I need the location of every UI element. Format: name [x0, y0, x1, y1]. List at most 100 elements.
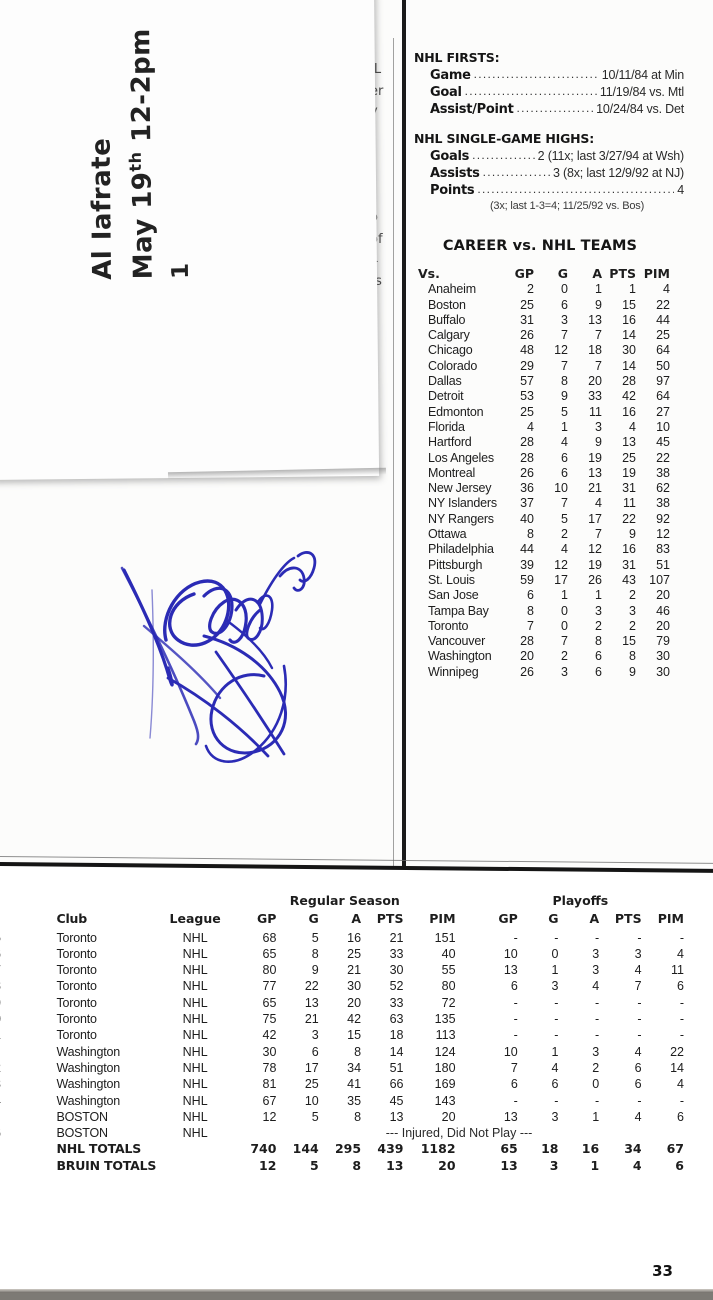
po-gp-cell: - — [513, 1093, 518, 1108]
season-row: 8 Toronto NHL 77 22 30 52 80 6 3 4 7 6 — [0, 978, 684, 994]
career-cell-pts: 28 — [622, 374, 636, 389]
reg-gp-header: GP — [257, 911, 277, 927]
league-cell: NHL — [182, 930, 208, 945]
career-cell-gp: 39 — [520, 557, 534, 572]
career-cell-g: 4 — [561, 542, 568, 557]
career-cell-g: 8 — [561, 374, 568, 389]
totals-po-g: 3 — [549, 1157, 559, 1173]
season-cell — [0, 1044, 16, 1060]
career-cell-team: Chicago — [428, 343, 473, 358]
reg-g-cell: 21 — [304, 1012, 319, 1027]
career-cell-pts: 9 — [629, 527, 636, 542]
career-cell-team: NY Islanders — [428, 496, 497, 511]
card-date-ordinal: th — [125, 151, 145, 172]
season-row: 4 Washington NHL 67 10 35 45 143 - - - - - — [0, 1093, 684, 1109]
career-cell-a: 17 — [588, 511, 602, 526]
po-pts-cell: 4 — [634, 1109, 642, 1124]
single-game-high-row: Points .................................… — [414, 182, 684, 199]
career-cell-pim: 12 — [656, 527, 670, 542]
reg-pim-cell: 113 — [435, 1028, 456, 1043]
gap-cell — [456, 978, 477, 994]
career-col-pim: PIM — [643, 266, 670, 281]
career-cell-a: 3 — [595, 603, 602, 618]
career-cell-g: 0 — [561, 618, 568, 633]
career-cell-a: 11 — [589, 404, 602, 419]
gap-cell — [456, 930, 477, 946]
reg-pts-cell: 21 — [389, 930, 404, 945]
totals-reg-gp: 12 — [259, 1157, 277, 1173]
career-cell-pim: 64 — [656, 389, 670, 404]
career-cell-gp: 59 — [520, 572, 534, 587]
career-cell-pim: 44 — [656, 312, 670, 327]
career-cell-team: Toronto — [428, 618, 469, 633]
po-pts-header: PTS — [614, 911, 642, 927]
career-cell-g: 7 — [561, 328, 568, 343]
reg-a-cell: 21 — [347, 963, 362, 978]
career-cell-pts: 25 — [622, 450, 636, 465]
reg-pim-header: PIM — [429, 911, 456, 927]
po-pts-cell: 6 — [634, 1060, 642, 1075]
career-cell-pts: 8 — [629, 649, 636, 664]
totals-label: BRUIN TOTALS — [56, 1157, 157, 1173]
totals-po-a: 1 — [590, 1157, 600, 1173]
reg-g-header: G — [308, 911, 319, 927]
reg-pim-cell: 124 — [434, 1044, 456, 1059]
season-row: 3WashingtonNHL8125416616966064 — [0, 1076, 684, 1092]
totals-po-pts: 34 — [624, 1141, 642, 1157]
po-pim-cell: - — [679, 1093, 684, 1108]
reg-a-cell: 8 — [354, 1044, 362, 1059]
career-cell-team: Tampa Bay — [428, 603, 489, 618]
reg-pim-cell: 40 — [441, 946, 456, 961]
reg-g-cell: 6 — [311, 1044, 319, 1059]
card-date-time: May 19th 12-2pm — [117, 27, 160, 279]
po-pim-cell: 6 — [677, 1109, 684, 1124]
leader-dots: ........................................… — [473, 67, 599, 81]
league-cell: NHL — [182, 1044, 208, 1059]
career-cell-g: 7 — [561, 496, 568, 511]
reg-gp-cell: 65 — [262, 946, 277, 961]
career-table-row: NY Rangers 40 5 17 22 92 — [418, 512, 670, 527]
totals-reg-pts: 13 — [386, 1157, 404, 1173]
career-cell-team: New Jersey — [428, 481, 492, 496]
season-cell: 9 — [0, 995, 16, 1011]
career-cell-g: 0 — [561, 282, 568, 297]
league-cell: NHL — [182, 1012, 208, 1027]
club-cell: Washington — [56, 1044, 121, 1059]
po-a-cell: - — [595, 1093, 600, 1108]
po-g-cell: 4 — [551, 1060, 559, 1075]
totals-row: BRUIN TOTALS 12 5 8 13 20 13 3 1 4 6 — [0, 1158, 684, 1174]
po-pim-cell: - — [679, 1028, 684, 1043]
po-pim-cell: - — [679, 995, 684, 1010]
reg-a-cell: 25 — [347, 946, 362, 961]
reg-a-header: A — [351, 911, 362, 927]
po-a-cell: - — [595, 1028, 600, 1043]
season-cell: 7 — [0, 962, 16, 978]
page-number: 33 — [652, 1262, 673, 1280]
po-pts-cell: - — [637, 930, 642, 945]
career-cell-a: 2 — [595, 618, 602, 633]
season-cell: 0 — [0, 1011, 16, 1027]
career-cell-a: 19 — [588, 557, 602, 572]
card-date: May 19 — [127, 171, 159, 280]
reg-g-cell: 13 — [304, 995, 319, 1010]
career-cell-team: Dallas — [428, 374, 462, 389]
career-cell-pim: 51 — [656, 557, 670, 572]
season-cell: 1 — [0, 1027, 16, 1043]
season-row: 5 Toronto NHL 68 5 16 21 151 - - - - - — [0, 930, 684, 946]
po-pim-cell: - — [679, 930, 684, 945]
league-cell: NHL — [182, 1028, 208, 1043]
po-gp-cell: 7 — [510, 1060, 518, 1075]
po-gp-cell: - — [513, 995, 518, 1010]
club-cell: Washington — [56, 1060, 121, 1075]
career-cell-pts: 3 — [629, 603, 636, 618]
right-column: NHL FIRSTS: Game .......................… — [414, 50, 684, 680]
reg-pim-cell: 80 — [441, 979, 456, 994]
po-pim-cell: 22 — [670, 1044, 684, 1059]
po-g-cell: 3 — [551, 1109, 559, 1124]
nhl-firsts-value: 10/24/84 vs. Det — [596, 102, 684, 116]
po-pim-cell: 4 — [677, 946, 684, 961]
single-game-high-value: 2 (11x; last 3/27/94 at Wsh) — [537, 149, 685, 163]
league-cell: NHL — [182, 1126, 208, 1141]
career-cell-pts: 16 — [622, 312, 636, 327]
reg-gp-cell: 80 — [262, 963, 277, 978]
